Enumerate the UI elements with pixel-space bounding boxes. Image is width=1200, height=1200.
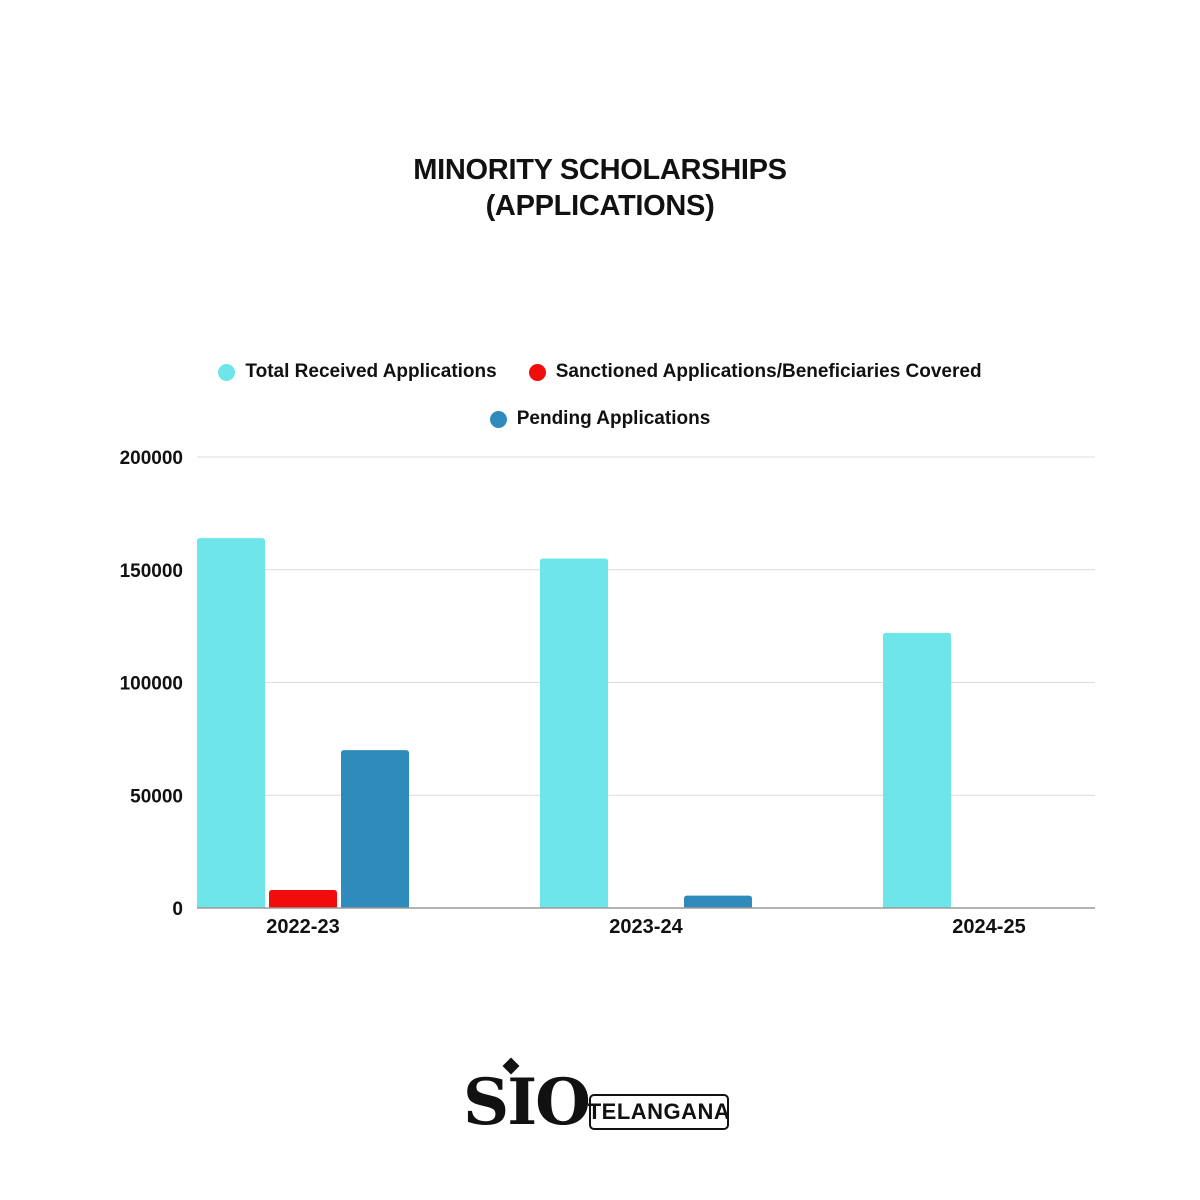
legend-row-2: Pending Applications (0, 408, 1200, 430)
y-tick-label-150000: 150000 (120, 561, 183, 582)
x-tick-label-2024-25: 2024-25 (952, 916, 1025, 938)
chart-title-line-2: (APPLICATIONS) (485, 190, 715, 222)
bars (197, 538, 951, 908)
y-tick-label-50000: 50000 (130, 786, 183, 807)
legend-label-total: Total Received Applications (245, 361, 497, 382)
y-tick-label-0: 0 (172, 899, 183, 920)
x-tick-label-2022-23: 2022-23 (266, 916, 339, 938)
y-tick-label-100000: 100000 (120, 674, 183, 695)
y-tick-label-200000: 200000 (120, 448, 183, 469)
bar-2023-24-total (540, 558, 608, 908)
legend-label-pending: Pending Applications (516, 408, 711, 429)
logo-mark: SIO (463, 1065, 591, 1140)
bar-2022-23-sanctioned (269, 889, 337, 908)
legend-item-pending: Pending Applications (489, 408, 711, 430)
bar-2023-24-pending (684, 895, 752, 908)
legend-swatch-sanctioned (528, 363, 546, 381)
chart-title: MINORITY SCHOLARSHIPS (APPLICATIONS) (0, 152, 1200, 224)
bar-2022-23-total (197, 538, 265, 908)
legend-label-sanctioned: Sanctioned Applications/Beneficiaries Co… (555, 361, 982, 382)
sio-telangana-logo: SIO TELANGANA (463, 1057, 743, 1140)
axes: 0 50000 100000 150000 200000 2022-23 2023-24 20… (120, 448, 1095, 938)
x-tick-label-2023-24: 2023-24 (609, 916, 683, 938)
chart-title-line-1: MINORITY SCHOLARSHIPS (413, 154, 787, 186)
legend: Total Received Applications Sanctioned A… (0, 361, 1200, 383)
legend-item-total: Total Received Applications (218, 361, 497, 383)
logo-region: TELANGANA (588, 1094, 730, 1130)
bar-2022-23-pending (341, 750, 409, 908)
legend-swatch-pending (489, 410, 507, 428)
bar-2024-25-total (883, 632, 951, 908)
legend-swatch-total (218, 363, 236, 381)
legend-item-sanctioned: Sanctioned Applications/Beneficiaries Co… (528, 361, 982, 383)
gridlines (197, 456, 1095, 796)
